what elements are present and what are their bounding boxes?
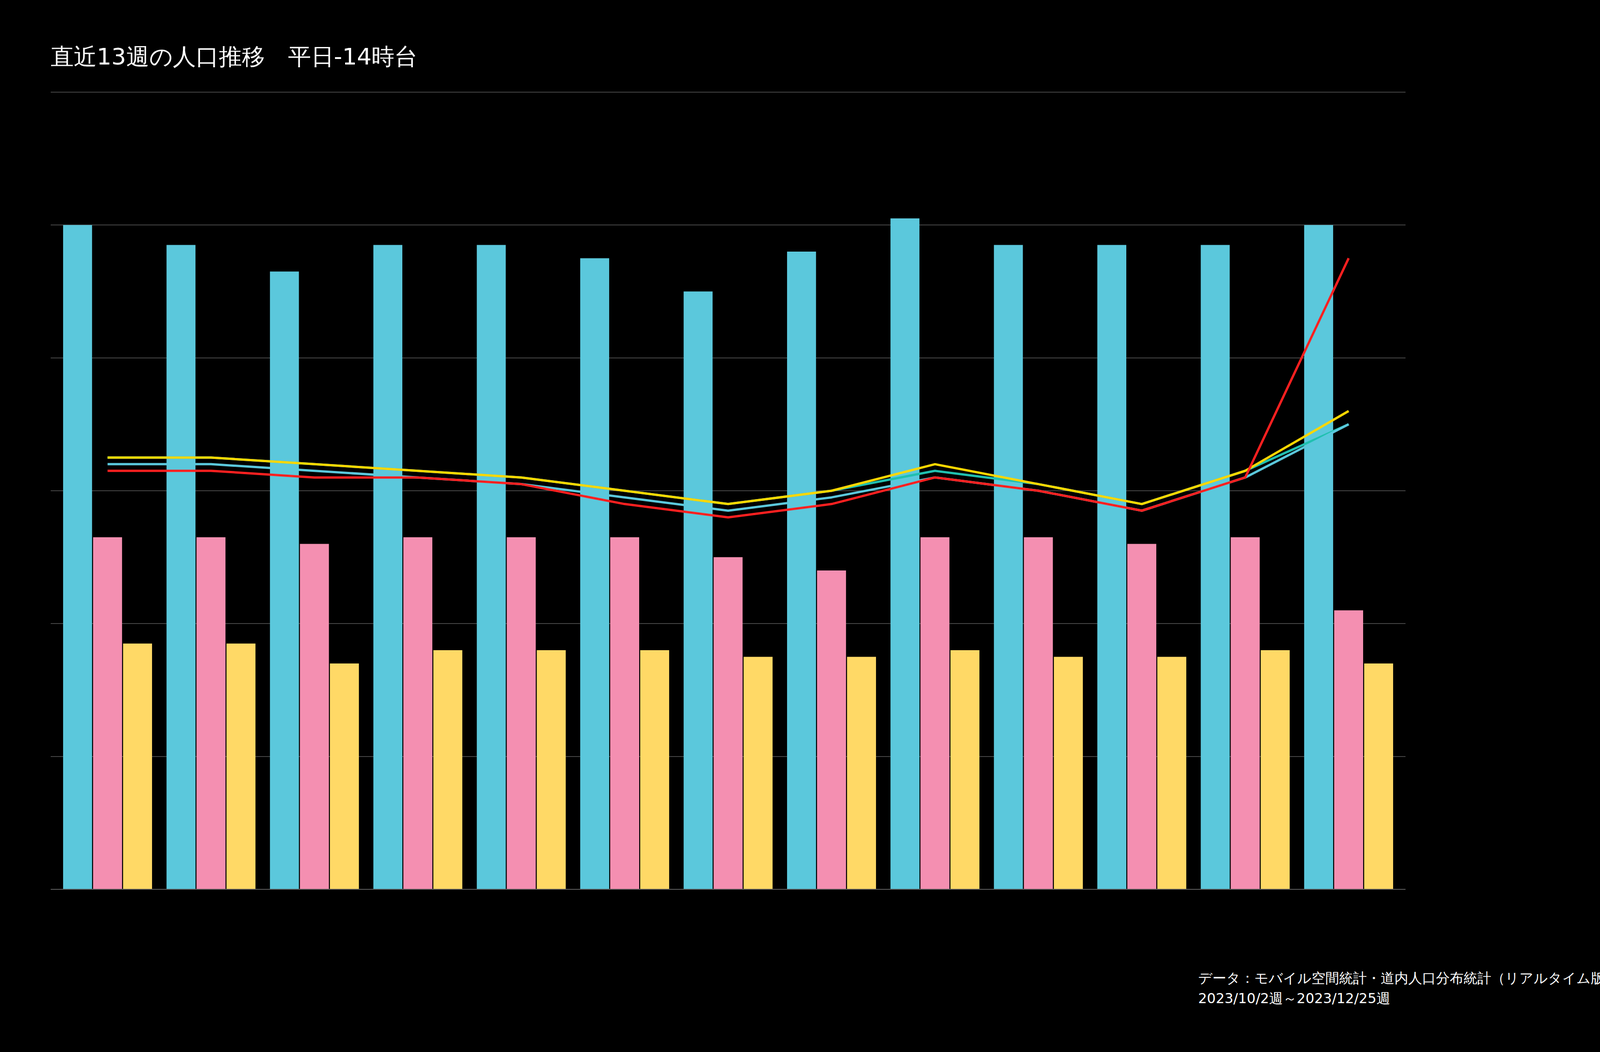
bar	[433, 650, 463, 890]
bar	[1364, 663, 1394, 890]
chart: 直近13週の人口推移 平日‐14時台データ：モバイル空間統計・道内人口分布統計（…	[0, 0, 1600, 1052]
bar	[713, 557, 743, 890]
bar-series	[63, 218, 1334, 890]
title: 直近13週の人口推移 平日‐14時台	[50, 43, 418, 71]
line	[107, 411, 1349, 505]
bar	[403, 537, 433, 890]
line	[107, 424, 1349, 505]
bar	[1097, 245, 1127, 890]
bar	[1334, 610, 1364, 890]
bar	[476, 245, 506, 890]
bar	[640, 650, 670, 890]
bar	[373, 245, 403, 890]
bar	[817, 570, 847, 890]
bar	[890, 218, 920, 890]
bar-series	[123, 643, 1394, 890]
bar	[196, 537, 226, 890]
x-axis-line	[50, 888, 1406, 890]
background	[0, 0, 1600, 1052]
bar	[1053, 656, 1083, 890]
bar	[847, 656, 877, 890]
bar	[123, 643, 153, 890]
marks	[63, 218, 1394, 890]
bar	[683, 291, 713, 890]
source-note: データ：モバイル空間統計・道内人口分布統計（リアルタイム版）2023/10/2週…	[1198, 970, 1600, 1007]
bar	[1023, 537, 1053, 890]
bar	[300, 543, 330, 890]
bar	[1304, 224, 1334, 890]
bar	[1127, 543, 1157, 890]
bar	[1157, 656, 1187, 890]
bar	[506, 537, 536, 890]
bar	[920, 537, 950, 890]
bar	[329, 663, 359, 890]
bar	[1200, 245, 1230, 890]
grid-line	[50, 91, 1406, 93]
bar	[994, 245, 1024, 890]
bar	[270, 271, 300, 890]
bar	[63, 224, 93, 890]
grid-line	[50, 224, 1406, 226]
bar	[536, 650, 566, 890]
bar	[950, 650, 980, 890]
bar	[580, 258, 610, 890]
bar	[787, 251, 817, 890]
bar	[1230, 537, 1260, 890]
bar-series	[93, 537, 1364, 890]
bar	[1260, 650, 1290, 890]
bar	[93, 537, 123, 890]
bar	[743, 656, 773, 890]
bar	[610, 537, 640, 890]
bar	[166, 245, 196, 890]
line	[107, 258, 1349, 518]
bar	[226, 643, 256, 890]
